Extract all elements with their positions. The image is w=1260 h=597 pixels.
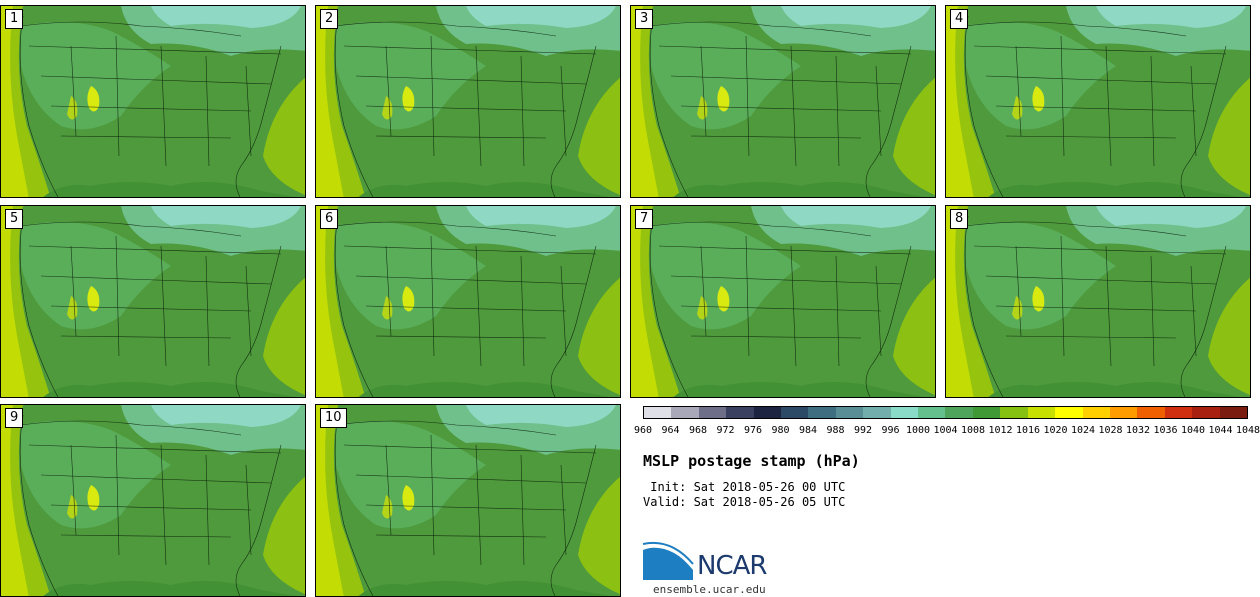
- colorbar-swatch: [945, 407, 973, 418]
- colorbar-tick-label: 988: [826, 425, 845, 436]
- ensemble-member-map: 8: [945, 205, 1251, 398]
- colorbar-tick-label: 1012: [988, 425, 1013, 436]
- colorbar-swatch: [863, 407, 891, 418]
- colorbar-tick-label: 996: [881, 425, 900, 436]
- colorbar-swatch: [1109, 407, 1138, 418]
- colorbar-tick-label: 968: [689, 425, 708, 436]
- colorbar-tick-label: 1048: [1236, 425, 1260, 436]
- ensemble-member-map: 6: [315, 205, 621, 398]
- colorbar-tick-label: 964: [661, 425, 680, 436]
- colorbar-tick-label: 1036: [1153, 425, 1178, 436]
- ensemble-member-map: 5: [0, 205, 306, 398]
- colorbar-swatch: [1082, 407, 1110, 418]
- colorbar-swatch: [1219, 407, 1247, 418]
- valid-time: Valid: Sat 2018-05-26 05 UTC: [643, 495, 846, 509]
- colorbar-swatch: [1000, 407, 1028, 418]
- init-time: Init: Sat 2018-05-26 00 UTC: [643, 480, 846, 494]
- colorbar-tick-label: 1016: [1016, 425, 1041, 436]
- member-number-label: 7: [635, 209, 654, 229]
- colorbar-tick-label: 980: [771, 425, 790, 436]
- colorbar-tick-labels: 960 964 968 972 976 980 984 988 992 996 1000 1004 10…: [632, 425, 1260, 439]
- ensemble-member-map: 2: [315, 5, 621, 198]
- colorbar-tick-label: 1004: [933, 425, 958, 436]
- ncar-logo-icon: [643, 542, 694, 580]
- colorbar-tick-label: 992: [854, 425, 873, 436]
- colorbar-tick-label: 1032: [1126, 425, 1151, 436]
- colorbar-tick-label: 1040: [1181, 425, 1206, 436]
- site-url: ensemble.ucar.edu: [653, 583, 766, 596]
- colorbar-tick-label: 1008: [961, 425, 986, 436]
- colorbar-tick-label: 1024: [1071, 425, 1096, 436]
- colorbar-swatch: [1164, 407, 1193, 418]
- colorbar-tick-label: 1000: [906, 425, 931, 436]
- colorbar-tick-label: 972: [716, 425, 735, 436]
- member-number-label: 2: [320, 9, 339, 29]
- ensemble-member-map: 7: [630, 205, 936, 398]
- colorbar-swatch: [781, 407, 809, 418]
- colorbar-swatch: [671, 407, 699, 418]
- colorbar-swatch: [890, 407, 919, 418]
- pressure-colorbar: [643, 406, 1248, 419]
- member-number-label: 1: [5, 9, 24, 29]
- member-number-label: 9: [5, 408, 24, 428]
- colorbar-swatch: [644, 407, 672, 418]
- member-number-label: 10: [320, 408, 347, 428]
- colorbar-swatch: [1027, 407, 1056, 418]
- colorbar-swatch: [835, 407, 864, 418]
- chart-title: MSLP postage stamp (hPa): [643, 452, 860, 470]
- member-number-label: 6: [320, 209, 339, 229]
- colorbar-tick-label: 1020: [1043, 425, 1068, 436]
- member-number-label: 8: [950, 209, 969, 229]
- colorbar-swatch: [918, 407, 946, 418]
- colorbar-tick-label: 976: [744, 425, 763, 436]
- colorbar-swatch: [972, 407, 1001, 418]
- colorbar-swatch: [698, 407, 727, 418]
- member-number-label: 3: [635, 9, 654, 29]
- colorbar-swatch: [1137, 407, 1165, 418]
- colorbar-swatch: [726, 407, 754, 418]
- colorbar-swatch: [808, 407, 836, 418]
- colorbar-tick-label: 984: [799, 425, 818, 436]
- member-number-label: 4: [950, 9, 969, 29]
- ensemble-member-map: 3: [630, 5, 936, 198]
- colorbar-tick-label: 1028: [1098, 425, 1123, 436]
- ensemble-member-map: 9: [0, 404, 306, 597]
- colorbar-swatch: [1055, 407, 1083, 418]
- colorbar-tick-label: 960: [634, 425, 653, 436]
- member-number-label: 5: [5, 209, 24, 229]
- ncar-logo-text: NCAR: [697, 551, 767, 581]
- ensemble-member-map: 1: [0, 5, 306, 198]
- colorbar-swatch: [753, 407, 782, 418]
- ensemble-member-map: 4: [945, 5, 1251, 198]
- colorbar-swatch: [1192, 407, 1220, 418]
- colorbar-tick-label: 1044: [1208, 425, 1233, 436]
- ensemble-member-map: 10: [315, 404, 621, 597]
